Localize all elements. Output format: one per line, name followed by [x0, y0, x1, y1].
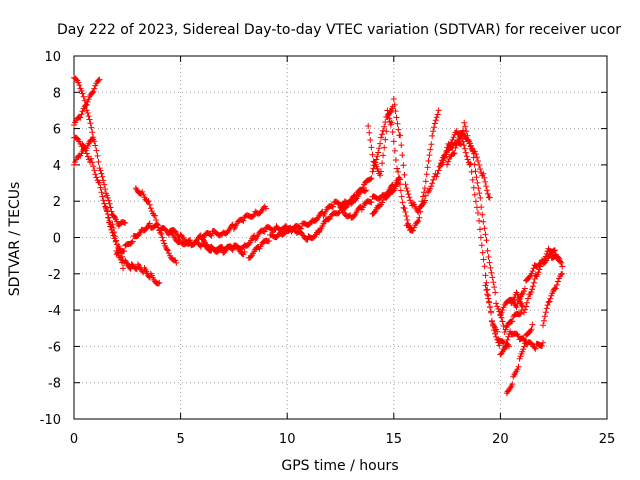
series-track-19: [482, 282, 546, 352]
series-track-22: [508, 245, 566, 316]
data-marks: [365, 96, 429, 216]
y-tick-label: 2: [53, 195, 61, 210]
series-track-15: [403, 107, 442, 234]
data-marks: [71, 76, 103, 128]
data-marks: [103, 204, 163, 287]
y-tick-label: -10: [40, 413, 61, 428]
series-track-18: [444, 119, 525, 335]
data-marks: [503, 321, 536, 397]
y-axis-label: SDTVAR / TECUs: [7, 182, 23, 297]
series-track-12: [365, 96, 429, 216]
series-track-5: [103, 204, 163, 287]
y-tick-label: -4: [48, 304, 61, 319]
data-marks: [71, 136, 97, 168]
axis-ticks: [73, 55, 608, 420]
series-track-21: [503, 321, 536, 397]
tick-labels: 0 5 10 15 20 25 -10 -8 -6 -4 -2 0 2 4 6 8 10: [40, 50, 616, 447]
data-marks: [403, 107, 442, 234]
series-track-2: [71, 76, 103, 128]
data-marks: [132, 185, 180, 266]
x-tick-label: 15: [386, 432, 403, 447]
series-track-4: [71, 136, 97, 168]
y-tick-label: -8: [48, 377, 61, 392]
data-marks: [369, 180, 402, 217]
y-tick-label: -2: [48, 268, 61, 283]
series-track-14: [369, 180, 402, 217]
y-tick-label: 4: [53, 159, 61, 174]
y-tick-label: 6: [53, 123, 61, 138]
data-marks: [482, 282, 546, 352]
data-marks: [444, 119, 525, 335]
y-tick-label: 0: [53, 232, 61, 247]
x-tick-label: 25: [599, 432, 616, 447]
x-axis-label: GPS time / hours: [281, 458, 398, 474]
x-tick-label: 5: [176, 432, 184, 447]
y-tick-label: 8: [53, 86, 61, 101]
data-marks: [540, 270, 566, 329]
x-tick-label: 20: [492, 432, 509, 447]
series-track-23: [540, 270, 566, 329]
x-tick-label: 10: [279, 432, 296, 447]
y-tick-label: -6: [48, 340, 61, 355]
series-track-7: [132, 185, 180, 266]
x-tick-label: 0: [70, 432, 78, 447]
data-points: [71, 74, 566, 397]
chart-title: Day 222 of 2023, Sidereal Day-to-day VTE…: [57, 22, 621, 38]
y-tick-label: 10: [44, 50, 61, 65]
data-marks: [508, 245, 566, 316]
